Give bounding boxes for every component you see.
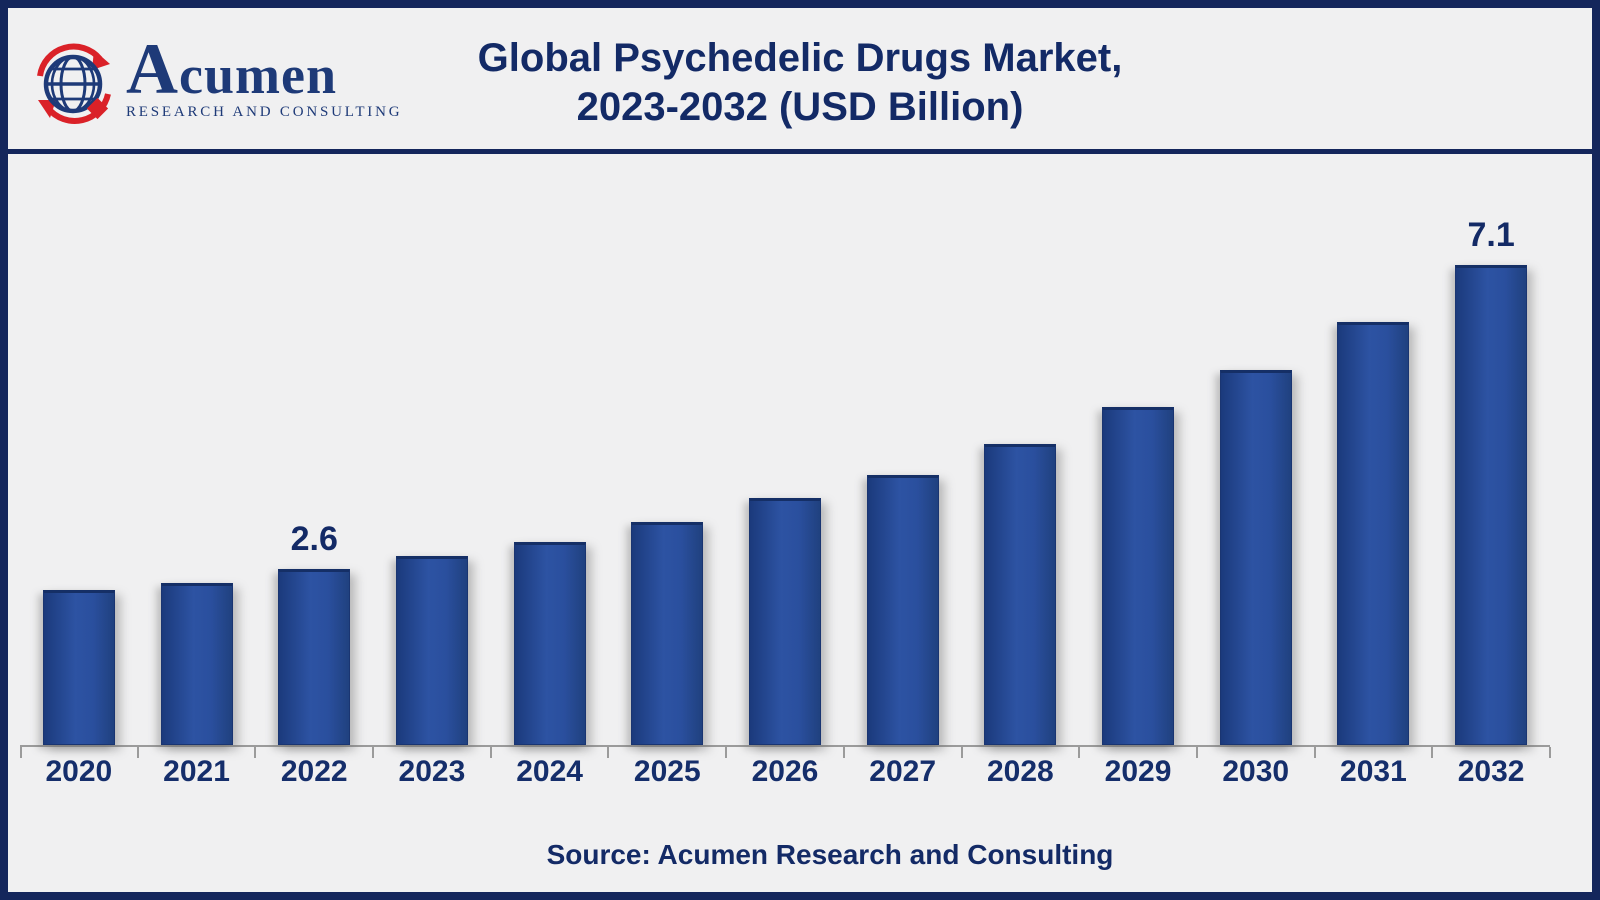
chart-title-line2: 2023-2032 (USD Billion)	[576, 85, 1024, 129]
bar-cell-2024	[491, 154, 610, 758]
bar-2026	[748, 498, 821, 745]
bar-2029	[1102, 407, 1175, 745]
bar-cell-2020	[20, 154, 139, 758]
x-label-2024: 2024	[516, 755, 583, 788]
bar-cell-2023	[373, 154, 492, 758]
x-label-2021: 2021	[163, 755, 230, 788]
bar-cell-2032: 7.1	[1432, 154, 1551, 758]
logo-subtitle: RESEARCH AND CONSULTING	[126, 104, 403, 120]
bar-chart: 2.6 7.1 2020 2021 2022 2023 2024 2025 2026 2027 2…	[20, 154, 1551, 871]
x-label-2027: 2027	[869, 755, 937, 788]
acumen-logo: Acumen RESEARCH AND CONSULTING	[32, 38, 402, 130]
x-label-2029: 2029	[1104, 755, 1172, 788]
data-label-2022: 2.6	[290, 520, 338, 558]
bar-cell-2021	[138, 154, 257, 758]
bar-cell-2028	[962, 154, 1080, 758]
x-label-2030: 2030	[1222, 755, 1290, 788]
bar-2025	[631, 522, 704, 745]
bar-2030	[1219, 370, 1292, 745]
x-label-2020: 2020	[45, 755, 113, 788]
x-axis-labels: 2020 2021 2022 2023 2024 2025 2026 2027 2028 2029…	[20, 755, 1550, 789]
plot-area: 2.6 7.1	[20, 154, 1551, 758]
bar-cell-2029	[1079, 154, 1198, 758]
globe-icon	[37, 43, 111, 124]
logo-wordmark: Acumen	[126, 29, 337, 109]
logo-text: Acumen RESEARCH AND CONSULTING	[126, 40, 402, 121]
chart-title-line1: Global Psychedelic Drugs Market,	[477, 36, 1123, 80]
x-label-2032: 2032	[1457, 755, 1525, 788]
x-label-2031: 2031	[1340, 755, 1407, 788]
bar-cell-2027	[844, 154, 963, 758]
x-label-2023: 2023	[398, 755, 466, 788]
bar-cell-2031	[1315, 154, 1433, 758]
bar-2022: 2.6	[278, 520, 351, 745]
bar-2027	[866, 475, 939, 745]
bar-2031	[1337, 322, 1410, 745]
bar-2024	[513, 542, 586, 745]
data-label-2032: 7.1	[1467, 216, 1515, 254]
bar-cell-2026	[726, 154, 845, 758]
x-label-2028: 2028	[986, 755, 1054, 788]
x-label-2025: 2025	[633, 755, 701, 788]
bar-cell-2022: 2.6	[255, 154, 374, 758]
bar-cell-2025	[608, 154, 727, 758]
source-note: Source: Acumen Research and Consulting	[546, 839, 1114, 870]
x-label-2026: 2026	[751, 755, 819, 788]
header: Acumen RESEARCH AND CONSULTING Global Ps…	[8, 8, 1592, 154]
x-label-2022: 2022	[280, 755, 348, 788]
bar-2032: 7.1	[1455, 216, 1528, 745]
chart-title: Global Psychedelic Drugs Market, 2023-20…	[8, 34, 1592, 132]
bar-2021	[160, 583, 233, 745]
bar-2020	[42, 590, 115, 745]
bar-cell-2030	[1197, 154, 1316, 758]
bar-2023	[395, 556, 468, 745]
bar-2028	[984, 444, 1057, 745]
